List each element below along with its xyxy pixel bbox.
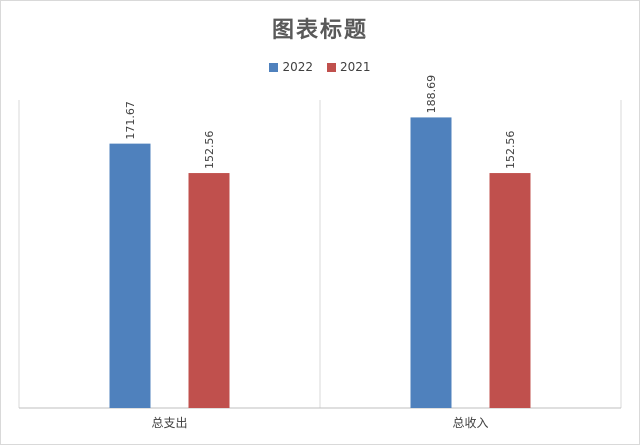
- x-tick-label-0: 总支出: [151, 416, 187, 430]
- legend-label-2021: 2021: [340, 60, 371, 74]
- data-label-2022-1: 188.69: [425, 75, 438, 114]
- chart-legend: 2022 2021: [0, 60, 640, 74]
- x-tick-label-1: 总收入: [452, 416, 488, 430]
- chart-title: 图表标题: [271, 18, 368, 43]
- bar-2022-0: [109, 143, 151, 408]
- data-label-2021-1: 152.56: [504, 131, 517, 170]
- bar-2021-0: [188, 173, 230, 408]
- legend-label-2022: 2022: [282, 60, 313, 74]
- data-label-2021-0: 152.56: [203, 131, 216, 170]
- data-label-2022-0: 171.67: [124, 101, 137, 140]
- bar-2022-1: [410, 117, 452, 409]
- bar-2021-1: [489, 173, 531, 408]
- legend-item-2021: 2021: [327, 60, 371, 74]
- legend-item-2022: 2022: [269, 60, 313, 74]
- legend-swatch-2022: [269, 62, 279, 72]
- legend-swatch-2021: [327, 62, 336, 72]
